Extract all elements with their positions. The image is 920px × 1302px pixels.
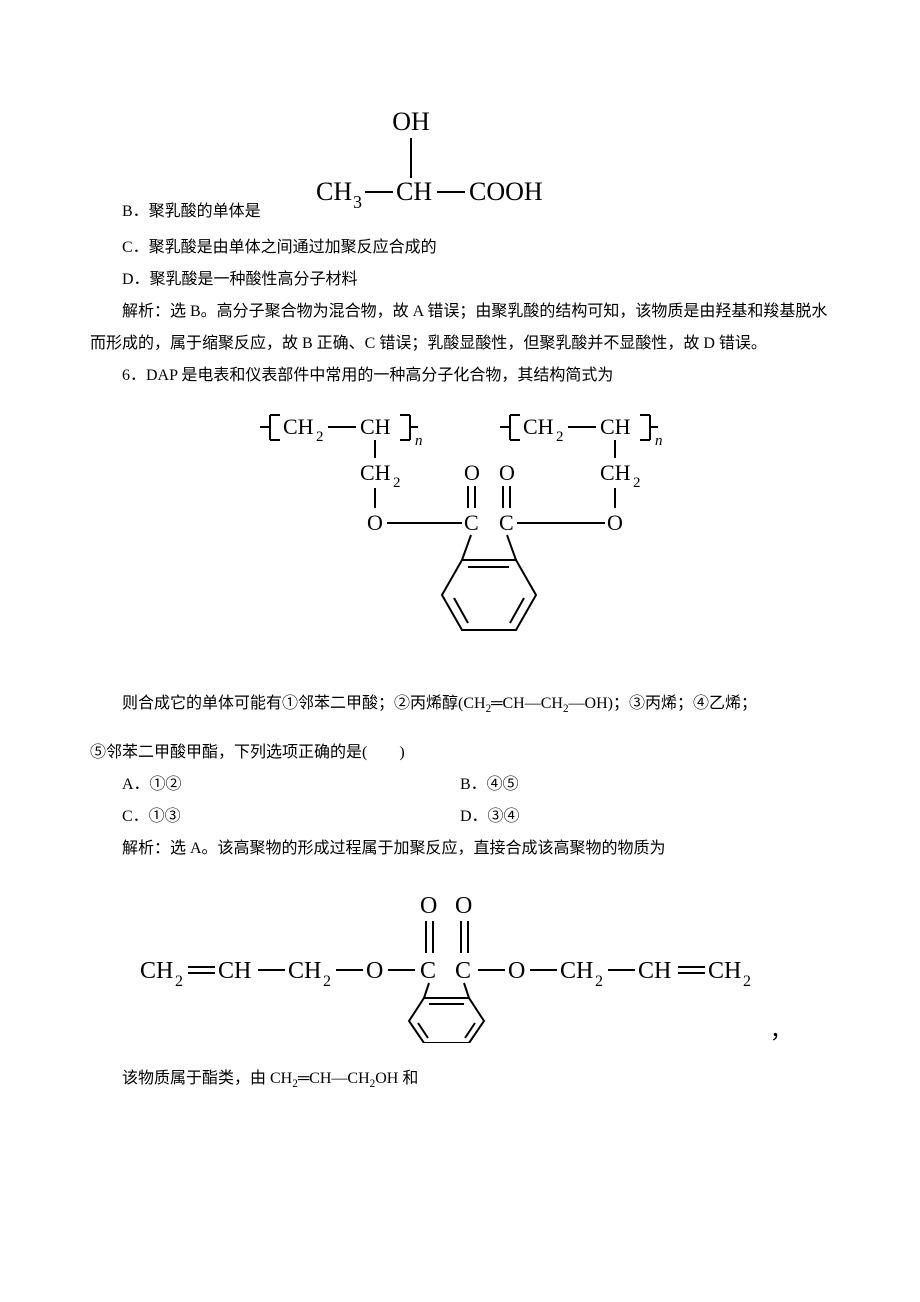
svg-text:O: O — [499, 460, 515, 485]
svg-text:C: C — [420, 958, 436, 984]
svg-text:C: C — [455, 958, 471, 984]
svg-text:CH: CH — [396, 177, 432, 206]
svg-text:CH: CH — [316, 177, 352, 206]
question5-option-b: B．聚乳酸的单体是 OH CH 3 CH COOH — [90, 100, 830, 232]
question6-option-a: A．①② — [90, 769, 460, 801]
cont-prefix: 则合成它的单体可能有①邻苯二甲酸；②丙烯醇(CH — [122, 695, 486, 712]
svg-text:O: O — [367, 510, 383, 535]
svg-text:n: n — [655, 433, 663, 449]
svg-text:CH: CH — [600, 460, 631, 485]
exp2-mid: ═CH—CH — [298, 1070, 370, 1087]
svg-text:COOH: COOH — [469, 177, 543, 206]
dap-structure: CH 2 CH n CH 2 CH n CH 2 O CH 2 O — [90, 400, 830, 672]
svg-text:C: C — [499, 510, 514, 535]
question6-stem: 6．DAP 是电表和仪表部件中常用的一种高分子化合物，其结构简式为 — [90, 360, 830, 392]
svg-text:CH: CH — [638, 958, 671, 984]
svg-text:O: O — [607, 510, 623, 535]
question6-options-row2: C．①③ D．③④ — [90, 801, 830, 833]
question6-continuation-line1: 则合成它的单体可能有①邻苯二甲酸；②丙烯醇(CH2═CH—CH2—OH)；③丙烯… — [90, 688, 830, 721]
cont-suffix: —OH)；③丙烯；④乙烯； — [569, 695, 757, 712]
question6-option-d: D．③④ — [460, 801, 830, 833]
option-b-text: B．聚乳酸的单体是 — [90, 196, 261, 232]
svg-text:CH: CH — [560, 958, 593, 984]
svg-text:CH: CH — [360, 460, 391, 485]
question6-option-b: B．④⑤ — [460, 769, 830, 801]
svg-text:C: C — [464, 510, 479, 535]
svg-text:，: ， — [770, 1018, 792, 1043]
svg-text:OH: OH — [392, 107, 430, 136]
svg-text:2: 2 — [595, 973, 603, 990]
cont-mid: ═CH—CH — [491, 695, 563, 712]
svg-text:2: 2 — [743, 973, 751, 990]
svg-text:CH: CH — [218, 958, 251, 984]
svg-text:O: O — [420, 893, 437, 919]
svg-text:CH: CH — [523, 414, 554, 439]
svg-text:2: 2 — [316, 429, 324, 445]
svg-text:3: 3 — [353, 192, 362, 212]
lactic-acid-structure: OH CH 3 CH COOH — [261, 100, 561, 232]
svg-text:2: 2 — [556, 429, 564, 445]
svg-text:2: 2 — [393, 475, 401, 491]
svg-text:O: O — [455, 893, 472, 919]
svg-text:CH: CH — [708, 958, 741, 984]
question6-explanation-line2: 该物质属于酯类，由 CH2═CH—CH2OH 和 — [90, 1063, 830, 1096]
svg-text:CH: CH — [288, 958, 321, 984]
svg-text:n: n — [415, 433, 423, 449]
svg-text:O: O — [366, 958, 383, 984]
svg-text:CH: CH — [360, 414, 391, 439]
svg-text:O: O — [508, 958, 525, 984]
question5-option-d: D．聚乳酸是一种酸性高分子材料 — [90, 264, 830, 296]
svg-text:2: 2 — [175, 973, 183, 990]
question6-explanation-line1: 解析：选 A。该高聚物的形成过程属于加聚反应，直接合成该高聚物的物质为 — [90, 833, 830, 865]
question5-explanation: 解析：选 B。高分子聚合物为混合物，故 A 错误；由聚乳酸的结构可知，该物质是由… — [90, 296, 830, 360]
question6-option-c: C．①③ — [90, 801, 460, 833]
question6-options-row1: A．①② B．④⑤ — [90, 769, 830, 801]
svg-text:O: O — [464, 460, 480, 485]
question6-continuation-line2: ⑤邻苯二甲酸甲酯，下列选项正确的是( ) — [90, 737, 830, 769]
svg-text:2: 2 — [633, 475, 641, 491]
svg-text:CH: CH — [600, 414, 631, 439]
question5-option-c: C．聚乳酸是由单体之间通过加聚反应合成的 — [90, 232, 830, 264]
exp2-prefix: 该物质属于酯类，由 CH — [122, 1070, 292, 1087]
svg-text:CH: CH — [283, 414, 314, 439]
svg-text:2: 2 — [323, 973, 331, 990]
exp2-suffix: OH 和 — [375, 1070, 418, 1087]
svg-text:CH: CH — [140, 958, 173, 984]
monomer-structure: CH 2 CH CH 2 O O O C C O CH 2 CH CH 2 — [90, 873, 830, 1055]
